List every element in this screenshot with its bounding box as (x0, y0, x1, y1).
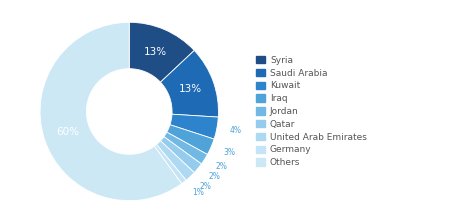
Text: 1%: 1% (192, 188, 204, 197)
Text: 3%: 3% (223, 148, 235, 157)
Wedge shape (157, 141, 194, 180)
Wedge shape (164, 132, 207, 164)
Wedge shape (170, 114, 218, 139)
Text: 13%: 13% (179, 85, 202, 95)
Legend: Syria, Saudi Arabia, Kuwait, Iraq, Jordan, Qatar, United Arab Emirates, Germany,: Syria, Saudi Arabia, Kuwait, Iraq, Jorda… (257, 56, 367, 167)
Text: 4%: 4% (230, 126, 242, 135)
Text: 2%: 2% (208, 172, 220, 181)
Text: 2%: 2% (199, 182, 212, 191)
Text: 60%: 60% (56, 127, 79, 137)
Wedge shape (40, 22, 182, 201)
Text: 13%: 13% (143, 47, 167, 57)
Wedge shape (129, 22, 194, 82)
Wedge shape (160, 50, 219, 117)
Text: 2%: 2% (216, 162, 228, 171)
Wedge shape (167, 125, 214, 155)
Wedge shape (160, 137, 202, 173)
Wedge shape (155, 145, 186, 184)
